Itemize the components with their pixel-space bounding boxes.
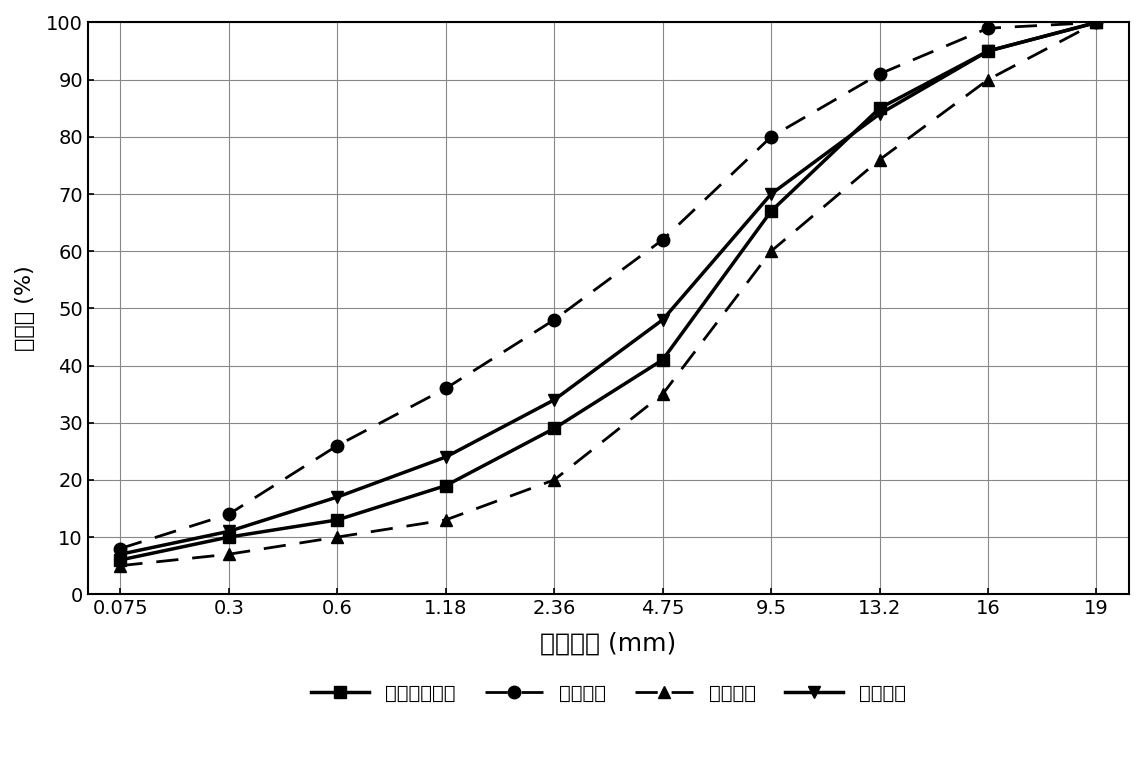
级配下限 bbox=[873, 155, 887, 164]
Line: 级配中值: 级配中值 bbox=[114, 16, 1103, 560]
级配中值 bbox=[764, 189, 778, 198]
级配中值 bbox=[439, 452, 453, 461]
再生合成级配 bbox=[439, 481, 453, 490]
级配中值 bbox=[1089, 18, 1103, 27]
级配中值 bbox=[331, 492, 344, 502]
再生合成级配 bbox=[656, 356, 669, 365]
级配上限 bbox=[439, 384, 453, 393]
级配下限 bbox=[439, 515, 453, 524]
再生合成级配 bbox=[331, 515, 344, 524]
级配中值 bbox=[873, 110, 887, 119]
再生合成级配 bbox=[547, 424, 561, 433]
级配中值 bbox=[113, 549, 127, 559]
级配下限 bbox=[656, 390, 669, 399]
级配上限 bbox=[764, 132, 778, 142]
级配下限 bbox=[113, 561, 127, 570]
再生合成级配 bbox=[873, 103, 887, 113]
再生合成级配 bbox=[222, 532, 236, 541]
Line: 级配上限: 级配上限 bbox=[114, 16, 1103, 555]
级配上限 bbox=[331, 441, 344, 450]
再生合成级配 bbox=[113, 555, 127, 565]
级配下限 bbox=[331, 532, 344, 541]
Line: 再生合成级配: 再生合成级配 bbox=[114, 16, 1103, 566]
X-axis label: 筛孔尺寸 (mm): 筛孔尺寸 (mm) bbox=[540, 632, 676, 656]
级配中值 bbox=[982, 47, 995, 56]
Line: 级配下限: 级配下限 bbox=[114, 16, 1103, 572]
级配中值 bbox=[222, 527, 236, 536]
级配上限 bbox=[982, 23, 995, 33]
级配上限 bbox=[873, 69, 887, 79]
级配上限 bbox=[547, 315, 561, 324]
级配下限 bbox=[764, 247, 778, 256]
级配下限 bbox=[1089, 18, 1103, 27]
再生合成级配 bbox=[982, 47, 995, 56]
级配上限 bbox=[222, 510, 236, 519]
级配中值 bbox=[656, 315, 669, 324]
级配上限 bbox=[656, 235, 669, 244]
级配下限 bbox=[982, 75, 995, 84]
级配中值 bbox=[547, 395, 561, 405]
级配下限 bbox=[547, 475, 561, 485]
级配下限 bbox=[222, 549, 236, 559]
Y-axis label: 通过率 (%): 通过率 (%) bbox=[15, 265, 35, 351]
Legend: 再生合成级配, 级配上限, 级配下限, 级配中值: 再生合成级配, 级配上限, 级配下限, 级配中值 bbox=[303, 676, 913, 710]
再生合成级配 bbox=[764, 206, 778, 216]
再生合成级配 bbox=[1089, 18, 1103, 27]
级配上限 bbox=[113, 544, 127, 553]
级配上限 bbox=[1089, 18, 1103, 27]
